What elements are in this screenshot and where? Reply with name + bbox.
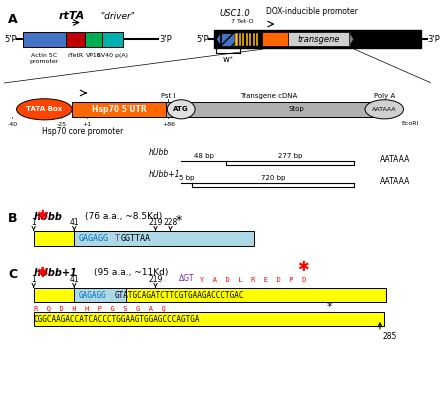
FancyBboxPatch shape (214, 30, 422, 48)
Text: EcoRI: EcoRI (401, 121, 419, 126)
Text: *: * (327, 302, 332, 312)
Text: hUbb: hUbb (149, 148, 169, 157)
Text: 3'P: 3'P (160, 35, 172, 44)
Text: rtTA: rtTA (59, 11, 85, 21)
Text: 277 bp: 277 bp (278, 153, 302, 159)
FancyBboxPatch shape (34, 288, 74, 302)
Text: (76 a.a., ~8.5Kd): (76 a.a., ~8.5Kd) (85, 213, 162, 221)
Text: GGTTAA: GGTTAA (121, 234, 151, 243)
Text: Poly A: Poly A (373, 93, 395, 99)
Ellipse shape (167, 100, 195, 119)
Text: 219: 219 (149, 275, 163, 284)
Text: Y  A  D  L  R  E  D  P  D: Y A D L R E D P D (200, 277, 307, 284)
Text: +1: +1 (83, 122, 91, 127)
Text: AATAAA: AATAAA (380, 177, 410, 186)
FancyBboxPatch shape (34, 231, 74, 246)
Text: ✱: ✱ (36, 209, 48, 223)
Text: -40: -40 (7, 122, 17, 127)
Text: ATG: ATG (173, 106, 189, 112)
Text: Stop: Stop (289, 106, 305, 112)
Text: CGGCAAGACCATCACCCTGGAAGTGGAGCCCAGTGA: CGGCAAGACCATCACCCTGGAAGTGGAGCCCAGTGA (34, 315, 200, 324)
FancyBboxPatch shape (256, 33, 258, 46)
Text: T: T (115, 234, 120, 243)
Text: Transgene cDNA: Transgene cDNA (240, 93, 297, 99)
FancyBboxPatch shape (221, 33, 236, 46)
FancyBboxPatch shape (166, 102, 389, 117)
FancyBboxPatch shape (34, 312, 384, 326)
FancyBboxPatch shape (85, 32, 102, 47)
Text: AATAAA: AATAAA (372, 107, 396, 112)
Text: 228: 228 (164, 218, 178, 227)
Text: 5 bp: 5 bp (179, 174, 194, 180)
Text: Hsp70 5'UTR: Hsp70 5'UTR (92, 105, 147, 114)
Text: 1: 1 (31, 275, 36, 284)
Text: hUbb+1: hUbb+1 (149, 170, 181, 178)
Text: Pst I: Pst I (161, 93, 175, 99)
Text: C: C (8, 268, 17, 281)
Text: A: A (8, 13, 18, 26)
Text: +86: +86 (162, 122, 175, 127)
Ellipse shape (365, 100, 404, 119)
FancyBboxPatch shape (74, 288, 386, 302)
Text: 5'P: 5'P (196, 35, 209, 44)
FancyBboxPatch shape (246, 33, 248, 46)
Text: 219: 219 (149, 218, 163, 227)
Text: ΔGT: ΔGT (179, 274, 194, 284)
Text: 1: 1 (31, 218, 36, 227)
Polygon shape (350, 33, 354, 46)
FancyBboxPatch shape (72, 102, 166, 117)
Text: USC1.0: USC1.0 (220, 9, 251, 18)
FancyBboxPatch shape (262, 32, 288, 46)
Text: ✱: ✱ (297, 260, 309, 274)
Text: hUbb: hUbb (34, 213, 62, 223)
Text: 41: 41 (69, 218, 79, 227)
Text: 7 Tet-O: 7 Tet-O (231, 19, 254, 24)
Text: SV40 p(A): SV40 p(A) (97, 53, 128, 58)
Text: AATAAA: AATAAA (380, 155, 410, 164)
Text: 3'P: 3'P (427, 35, 440, 44)
Text: Hsp70 core promoter: Hsp70 core promoter (42, 127, 123, 136)
Text: TATA Box: TATA Box (26, 106, 62, 112)
Text: Actin 5C
promoter: Actin 5C promoter (30, 53, 59, 64)
Text: 720 bp: 720 bp (261, 174, 285, 180)
FancyBboxPatch shape (252, 33, 255, 46)
Text: 285: 285 (382, 332, 396, 341)
Polygon shape (216, 33, 221, 46)
FancyBboxPatch shape (102, 32, 122, 47)
Text: GAGAGG: GAGAGG (79, 291, 107, 300)
FancyBboxPatch shape (74, 288, 386, 302)
FancyBboxPatch shape (23, 32, 66, 47)
FancyBboxPatch shape (236, 33, 238, 46)
Text: GAGAGG: GAGAGG (79, 234, 109, 243)
Text: *: * (176, 214, 182, 227)
Text: B: B (8, 213, 18, 225)
Text: transgene: transgene (297, 35, 340, 44)
Text: 48 bp: 48 bp (194, 153, 214, 159)
Text: VP16: VP16 (86, 53, 101, 58)
Text: "driver": "driver" (100, 12, 135, 21)
Text: DOX-inducible promoter: DOX-inducible promoter (266, 7, 358, 16)
Ellipse shape (16, 99, 72, 120)
FancyBboxPatch shape (242, 33, 244, 46)
Text: hUbb+1: hUbb+1 (34, 268, 77, 278)
FancyBboxPatch shape (249, 33, 251, 46)
Text: GTATGCAGATCTTCGTGAAGACCCTGAC: GTATGCAGATCTTCGTGAAGACCCTGAC (114, 291, 244, 300)
Text: w⁺: w⁺ (222, 55, 234, 64)
Text: ✱: ✱ (36, 266, 48, 280)
FancyBboxPatch shape (74, 288, 126, 302)
FancyBboxPatch shape (288, 32, 350, 46)
FancyBboxPatch shape (239, 33, 241, 46)
Text: 5'P: 5'P (4, 35, 16, 44)
Text: -25: -25 (57, 122, 66, 127)
Text: R  Q  D  H  H  P  G  S  G  A  Q: R Q D H H P G S G A Q (34, 306, 165, 312)
Text: rTetR: rTetR (68, 53, 84, 58)
Text: (95 a.a., ~11Kd): (95 a.a., ~11Kd) (94, 268, 168, 277)
FancyBboxPatch shape (74, 231, 254, 246)
Text: 41: 41 (69, 275, 79, 284)
FancyBboxPatch shape (66, 32, 85, 47)
